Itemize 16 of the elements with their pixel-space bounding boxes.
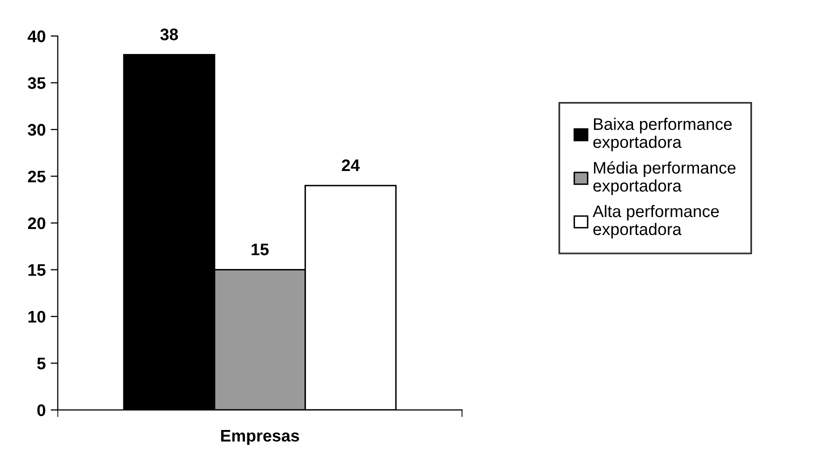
data-label: 38 (160, 28, 178, 40)
y-tick-label: 15 (28, 264, 46, 276)
y-tick-label: 30 (28, 124, 46, 136)
legend-label: Baixa performance exportadora (593, 118, 732, 152)
y-tick-label: 20 (28, 217, 46, 230)
x-tick-label: Empresas (221, 430, 300, 445)
y-tick-label: 40 (28, 30, 46, 42)
y-tick-label: 5 (37, 358, 46, 370)
y-tick-label: 10 (28, 310, 46, 323)
data-label: 15 (252, 244, 269, 256)
y-tick-label: 35 (28, 77, 46, 89)
y-tick-label: 0 (37, 404, 46, 416)
data-label: 24 (342, 159, 360, 172)
legend-label: Alta performance exportadora (592, 204, 719, 238)
legend-label: Média performance exportadora (593, 161, 736, 195)
y-tick-label: 25 (28, 170, 46, 182)
